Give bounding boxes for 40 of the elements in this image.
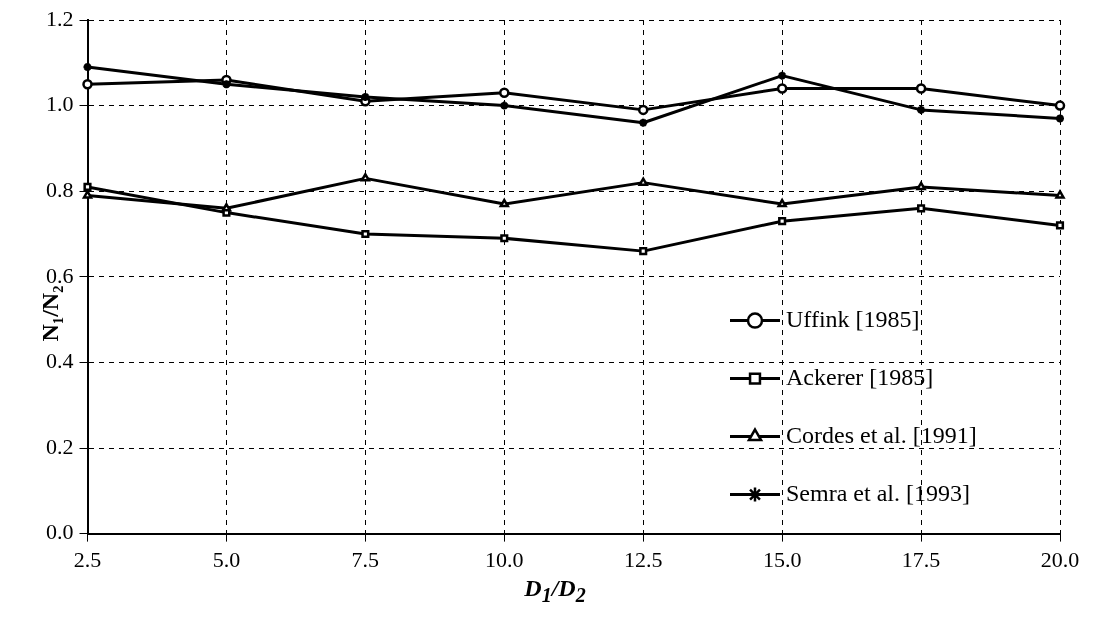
legend-label: Cordes et al. [1991] <box>786 421 977 448</box>
legend-label: Semra et al. [1993] <box>786 479 970 506</box>
x-tick-label: 15.0 <box>762 546 802 572</box>
x-tick-label: 17.5 <box>901 546 941 572</box>
point <box>361 229 370 239</box>
point <box>360 173 371 182</box>
point <box>639 247 648 256</box>
y-tick-label: 0.2 <box>46 433 74 459</box>
y-tick-label: 1.2 <box>46 5 74 31</box>
x-tick-label: 5.0 <box>212 546 241 572</box>
point <box>499 87 510 99</box>
point <box>916 181 926 191</box>
point <box>637 104 649 116</box>
point <box>776 83 788 94</box>
point <box>499 100 510 111</box>
y-tick-label: 0.0 <box>46 519 74 545</box>
x-tick-label: 2.5 <box>73 546 102 572</box>
legend-label: Uffink [1985] <box>786 305 920 332</box>
x-tick-label: 12.5 <box>623 546 663 572</box>
legend-label: Ackerer [1985] <box>786 363 934 390</box>
point <box>638 177 648 186</box>
y-tick-label: 0.4 <box>46 348 74 374</box>
y-tick-label: 1.0 <box>46 91 74 117</box>
point <box>777 198 787 208</box>
point <box>1054 100 1066 111</box>
point <box>499 198 509 208</box>
x-tick-label: 10.0 <box>485 546 524 572</box>
point <box>1055 190 1065 199</box>
y-tick-label: 0.8 <box>46 176 74 202</box>
point <box>221 203 232 212</box>
point <box>778 217 787 226</box>
point <box>82 78 93 90</box>
y-axis-title: N₁/N₂ <box>36 285 63 342</box>
x-axis-title: D$_{1}$/D$_{2}$ <box>523 575 587 607</box>
point <box>500 234 509 243</box>
point <box>1055 221 1065 230</box>
x-tick-label: 7.5 <box>351 546 380 572</box>
point <box>916 204 926 213</box>
point <box>915 83 927 94</box>
x-tick-label: 20.0 <box>1040 546 1080 572</box>
